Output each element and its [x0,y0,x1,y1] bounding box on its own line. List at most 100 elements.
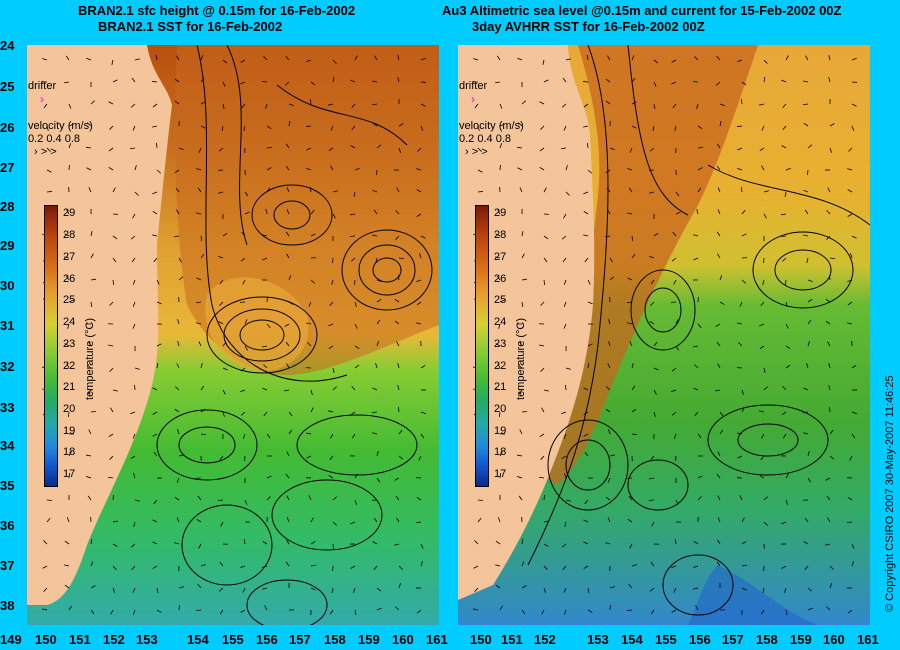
velocity-arrow [653,59,659,64]
velocity-arrow [416,279,422,283]
velocity-arrow [286,539,290,545]
velocity-arrow [266,433,271,439]
velocity-arrow [495,564,501,567]
velocity-arrow [266,167,272,171]
velocity-arrow [803,387,809,391]
velocity-arrow [717,495,721,501]
velocity-arrow [195,609,202,612]
velocity-arrow [807,279,813,282]
velocity-arrow [851,235,857,239]
velocity-arrow [782,125,787,131]
velocity-arrow [650,455,655,461]
velocity-arrow [309,186,312,193]
velocity-arrow [416,322,422,325]
velocity-arrow [372,80,378,83]
velocity-arrow [178,454,184,457]
velocity-arrow [540,301,545,306]
velocity-arrow [200,433,207,436]
velocity-arrow [627,212,633,215]
velocity-arrow [354,473,358,479]
velocity-arrow [222,103,225,109]
velocity-arrow [86,476,92,479]
velocity-arrow [108,147,114,152]
velocity-arrow [373,209,378,215]
velocity-arrow [218,587,224,592]
velocity-arrow [376,607,382,611]
velocity-arrow [376,279,382,282]
velocity-arrow [587,279,591,285]
left-cb-tick-26: 26 [63,273,76,285]
velocity-arrow [46,147,51,152]
velocity-arrow [174,100,180,105]
velocity-arrow [543,543,549,547]
lon-label-153: 153 [136,632,158,647]
lon-label-153-r: 153 [587,632,609,647]
velocity-arrow [741,564,747,567]
velocity-arrow [519,341,523,347]
velocity-arrow [543,235,549,240]
right-velocity-values: 0.2 0.4 0.8 [459,133,511,145]
velocity-arrow [330,165,334,171]
velocity-arrow [697,187,702,193]
velocity-arrow [286,495,290,501]
velocity-arrow [697,475,703,479]
velocity-arrow [565,499,571,502]
velocity-arrow [219,609,224,615]
velocity-arrow [152,387,158,391]
velocity-arrow [826,210,831,215]
velocity-arrow [495,584,501,589]
velocity-arrow [394,477,400,481]
velocity-arrow [736,125,743,127]
velocity-arrow [288,121,291,127]
velocity-arrow [741,209,746,215]
velocity-arrow [851,364,857,369]
velocity-arrow [151,81,158,83]
contours [527,45,870,616]
velocity-arrow [587,169,593,174]
velocity-arrow [807,451,810,457]
velocity-arrow [521,585,527,589]
velocity-arrow [416,496,422,501]
velocity-arrow [152,234,158,237]
velocity-arrow [737,322,743,325]
velocity-arrow [521,100,527,105]
velocity-arrow [328,475,334,479]
velocity-arrow [785,167,791,171]
velocity-arrow [350,411,356,416]
velocity-arrow [420,561,423,567]
velocity-arrow [785,499,789,505]
lon-label-151-r: 151 [501,632,523,647]
velocity-arrow [68,123,74,127]
velocity-arrow [807,319,812,325]
velocity-arrow [112,257,117,263]
velocity-arrow [288,301,294,305]
velocity-arrow [332,367,335,373]
velocity-arrow [629,147,633,153]
velocity-arrow [807,477,812,483]
velocity-arrow [131,565,136,570]
velocity-arrow [398,583,401,589]
velocity-arrow [583,234,589,237]
velocity-arrow [803,541,809,545]
velocity-arrow [563,609,567,615]
right-colorbar-title: temperature (°C) [515,317,527,400]
right-cb-tick-26: 26 [494,273,507,285]
velocity-arrow [174,408,180,413]
lon-label-157-r: 157 [722,632,744,647]
velocity-arrow [740,98,743,105]
velocity-arrow [631,125,637,129]
velocity-arrow [671,411,677,416]
velocity-arrow [266,146,273,149]
velocity-arrow [653,367,659,371]
velocity-arrow [46,125,49,131]
velocity-arrow [517,364,523,369]
velocity-arrow [419,253,422,259]
velocity-arrow [174,169,180,174]
right-cb-tick-21: 21 [494,381,507,393]
velocity-arrow [521,278,527,281]
velocity-arrow [543,79,549,83]
velocity-arrow [716,341,721,347]
velocity-arrow [176,517,180,523]
velocity-arrow [629,543,633,549]
velocity-arrow [741,407,745,413]
